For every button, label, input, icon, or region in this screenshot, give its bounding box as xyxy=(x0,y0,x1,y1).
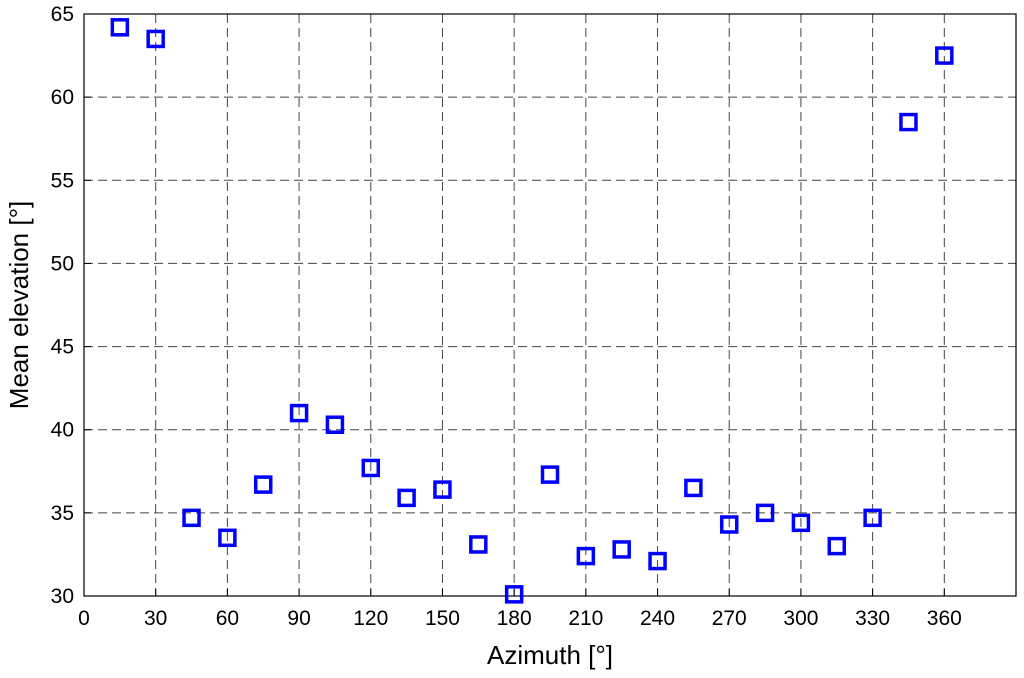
x-tick-label: 180 xyxy=(497,607,532,630)
data-point xyxy=(719,515,739,534)
data-point xyxy=(648,551,667,571)
data-point xyxy=(289,403,309,423)
grid xyxy=(84,14,1016,596)
data-point xyxy=(863,508,882,528)
y-tick-label: 55 xyxy=(51,169,74,192)
data-point xyxy=(218,528,237,548)
x-tick-label: 0 xyxy=(78,607,90,630)
data-point xyxy=(791,513,811,533)
x-tick-label: 240 xyxy=(640,607,675,630)
data-point xyxy=(182,508,201,528)
data-point xyxy=(935,46,954,65)
data-point xyxy=(325,415,345,434)
data-point xyxy=(612,540,631,559)
data-markers xyxy=(110,18,954,604)
data-point xyxy=(110,18,130,37)
plot-frame xyxy=(83,13,1017,597)
x-tick-label: 90 xyxy=(287,607,310,630)
y-tick-label: 50 xyxy=(51,252,74,275)
x-tick-label: 150 xyxy=(425,607,460,630)
data-point xyxy=(253,475,273,494)
data-point xyxy=(361,458,381,478)
ticks xyxy=(83,13,945,597)
y-tick-label: 40 xyxy=(51,419,74,442)
y-tick-labels: 30 35 40 45 50 55 60 65 xyxy=(51,3,74,608)
x-tick-label: 270 xyxy=(712,607,747,630)
data-point xyxy=(576,546,596,566)
x-tick-label: 120 xyxy=(353,607,388,630)
data-point xyxy=(146,29,165,49)
y-tick-label: 45 xyxy=(51,336,74,359)
data-point xyxy=(397,488,416,508)
y-tick-label: 65 xyxy=(51,3,74,26)
data-point xyxy=(755,503,775,523)
data-point xyxy=(899,112,918,132)
x-axis-label: Azimuth [°] xyxy=(487,640,613,670)
x-tick-label: 360 xyxy=(927,607,962,630)
data-point xyxy=(827,536,847,556)
y-tick-label: 60 xyxy=(51,86,74,109)
y-tick-label: 35 xyxy=(51,502,74,525)
x-tick-label: 210 xyxy=(568,607,603,630)
x-tick-label: 300 xyxy=(783,607,818,630)
x-tick-label: 330 xyxy=(855,607,890,630)
x-tick-label: 30 xyxy=(144,607,167,630)
data-point xyxy=(684,478,703,498)
y-axis-label: Mean elevation [°] xyxy=(4,201,34,409)
data-point xyxy=(469,535,488,554)
x-tick-labels: 0 30 60 90 120 150 180 210 240 270 300 330 360 xyxy=(78,607,962,630)
x-tick-label: 60 xyxy=(216,607,239,630)
y-tick-label: 30 xyxy=(51,585,74,608)
data-point xyxy=(504,585,524,604)
data-point xyxy=(540,465,560,484)
data-point xyxy=(433,480,452,499)
